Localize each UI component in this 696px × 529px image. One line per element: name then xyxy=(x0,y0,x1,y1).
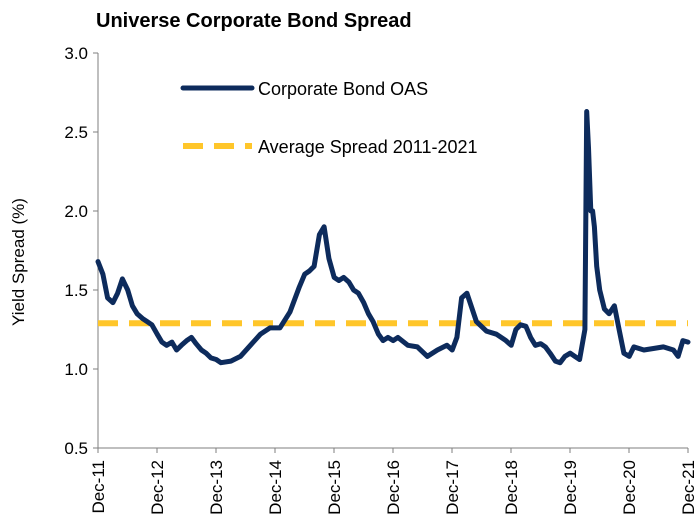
y-tick-label: 1.5 xyxy=(64,281,88,300)
x-tick-label: Dec-18 xyxy=(502,460,521,515)
x-tick-label: Dec-14 xyxy=(266,460,285,515)
chart-title: Universe Corporate Bond Spread xyxy=(96,10,412,32)
x-tick-label: Dec-12 xyxy=(148,460,167,515)
y-tick-label: 2.5 xyxy=(64,123,88,142)
corporate-bond-oas-line xyxy=(95,109,691,366)
x-tick-label: Dec-20 xyxy=(620,460,639,515)
x-tick-label: Dec-13 xyxy=(207,460,226,515)
x-tick-label: Dec-11 xyxy=(89,460,108,514)
x-tick-label: Dec-21 xyxy=(679,460,696,515)
legend-label: Corporate Bond OAS xyxy=(258,79,428,99)
series-layer xyxy=(95,109,691,366)
y-tick-label: 3.0 xyxy=(64,44,88,63)
x-tick-label: Dec-15 xyxy=(325,460,344,515)
axes: 0.5 1.0 1.5 2.0 2.5 3.0 Dec-11 Dec-12 Dec-13 Dec-… xyxy=(64,44,696,515)
x-tick-label: Dec-19 xyxy=(561,460,580,515)
x-tick-label: Dec-17 xyxy=(443,460,462,515)
y-axis-title: Yield Spread (%) xyxy=(9,198,28,326)
legend: Corporate Bond OAS Average Spread 2011-20… xyxy=(180,79,478,157)
x-tick-label: Dec-16 xyxy=(384,460,403,515)
y-tick-label: 0.5 xyxy=(64,439,88,458)
y-tick-label: 2.0 xyxy=(64,202,88,221)
y-tick-label: 1.0 xyxy=(64,360,88,379)
legend-label: Average Spread 2011-2021 xyxy=(258,137,478,157)
